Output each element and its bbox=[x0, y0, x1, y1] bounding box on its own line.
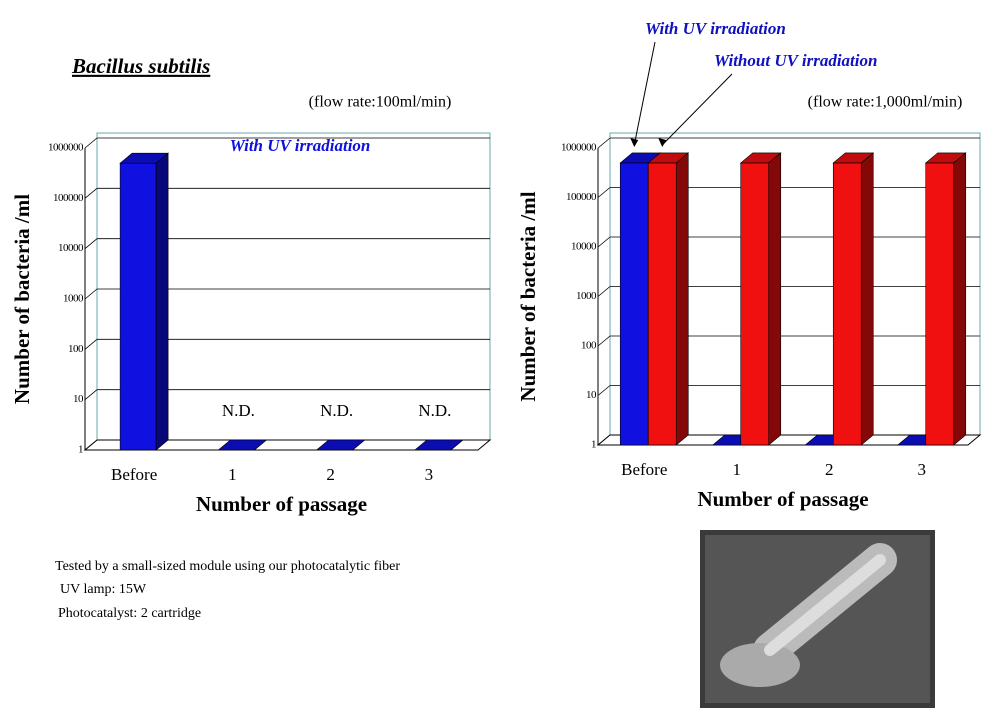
x-tick-label: 3 bbox=[425, 465, 434, 484]
x-tick-label: 1 bbox=[733, 460, 742, 479]
legend-entry: With UV irradiation bbox=[230, 136, 371, 155]
tick-mark bbox=[597, 187, 611, 198]
bar-side bbox=[768, 152, 782, 446]
y-tick-label: 10 bbox=[586, 389, 597, 401]
bar-top bbox=[315, 439, 366, 451]
title: Bacillus subtilis bbox=[71, 54, 210, 78]
subtitle: (flow rate:100ml/min) bbox=[309, 94, 452, 111]
value-label: N.D. bbox=[320, 401, 353, 420]
tick-mark bbox=[597, 236, 611, 248]
bar-top bbox=[119, 152, 169, 164]
x-tick-label: 2 bbox=[326, 465, 335, 484]
tick-mark bbox=[597, 385, 611, 396]
tick-mark bbox=[597, 137, 611, 149]
tick-mark bbox=[84, 288, 98, 300]
value-label: N.D. bbox=[222, 401, 255, 420]
y-tick-label: 100 bbox=[68, 343, 84, 355]
bar-top bbox=[739, 152, 782, 164]
bar-side bbox=[860, 152, 874, 446]
bar-top bbox=[832, 152, 875, 164]
y-tick-label: 1000 bbox=[576, 290, 597, 302]
y-tick-label: 1000 bbox=[63, 293, 84, 305]
tick-mark bbox=[597, 335, 611, 347]
y-tick-label: 10 bbox=[73, 393, 84, 405]
bar-front bbox=[832, 162, 862, 446]
y-tick-label: 10000 bbox=[571, 241, 597, 253]
bar-side bbox=[155, 152, 169, 451]
bar-side bbox=[675, 152, 689, 446]
y-tick-label: 100000 bbox=[566, 191, 597, 203]
y-tick-label: 10000 bbox=[58, 242, 84, 254]
bar-top bbox=[217, 439, 268, 451]
y-axis-label: Number of bacteria /ml bbox=[10, 194, 34, 404]
y-tick-label: 100 bbox=[581, 340, 597, 352]
y-tick-label: 1000000 bbox=[561, 142, 597, 154]
bar bbox=[119, 152, 169, 451]
bar-side bbox=[953, 152, 967, 446]
value-label: N.D. bbox=[418, 401, 451, 420]
bar-front bbox=[925, 162, 955, 446]
tick-mark bbox=[597, 434, 611, 446]
legend-entry: With UV irradiation bbox=[645, 19, 786, 38]
bar bbox=[217, 439, 268, 451]
x-tick-label: 1 bbox=[228, 465, 237, 484]
bar bbox=[832, 152, 875, 446]
y-tick-label: 1 bbox=[78, 444, 83, 456]
tick-mark bbox=[597, 286, 611, 297]
bar-front bbox=[647, 162, 677, 446]
bar-top bbox=[924, 152, 967, 164]
tick-mark bbox=[84, 137, 98, 149]
tick-mark bbox=[84, 439, 98, 451]
tick-mark bbox=[84, 389, 98, 400]
legend-arrowhead bbox=[630, 138, 639, 147]
subtitle: (flow rate:1,000ml/min) bbox=[808, 94, 963, 111]
legend-arrow bbox=[661, 73, 733, 146]
y-tick-label: 100000 bbox=[53, 192, 84, 204]
note: Tested by a small-sized module using our… bbox=[55, 559, 400, 574]
x-axis-label: Number of passage bbox=[196, 492, 367, 516]
bar bbox=[647, 152, 690, 446]
photo bbox=[700, 530, 935, 708]
y-tick-label: 1 bbox=[591, 439, 596, 451]
bar-front bbox=[740, 162, 770, 446]
bar-front bbox=[119, 162, 157, 451]
x-tick-label: 2 bbox=[825, 460, 834, 479]
bar-front bbox=[619, 162, 649, 446]
tick-mark bbox=[84, 339, 98, 350]
y-axis-label: Number of bacteria /ml bbox=[516, 191, 540, 401]
x-tick-label: 3 bbox=[918, 460, 927, 479]
y-tick-label: 1000000 bbox=[48, 142, 84, 154]
bar-top bbox=[647, 152, 690, 164]
note: Photocatalyst: 2 cartridge bbox=[58, 606, 201, 621]
tick-mark bbox=[84, 238, 98, 249]
legend-arrow bbox=[633, 41, 656, 146]
bar bbox=[924, 152, 967, 446]
x-tick-label: Before bbox=[621, 460, 667, 479]
bar bbox=[315, 439, 366, 451]
bar-top bbox=[414, 439, 464, 451]
x-tick-label: Before bbox=[111, 465, 157, 484]
legend-arrowhead bbox=[658, 138, 667, 147]
legend-entry: Without UV irradiation bbox=[714, 51, 877, 70]
tick-mark bbox=[84, 188, 98, 199]
bar bbox=[414, 439, 464, 451]
x-axis-label: Number of passage bbox=[697, 487, 868, 511]
note: UV lamp: 15W bbox=[60, 582, 147, 597]
bar bbox=[739, 152, 782, 446]
